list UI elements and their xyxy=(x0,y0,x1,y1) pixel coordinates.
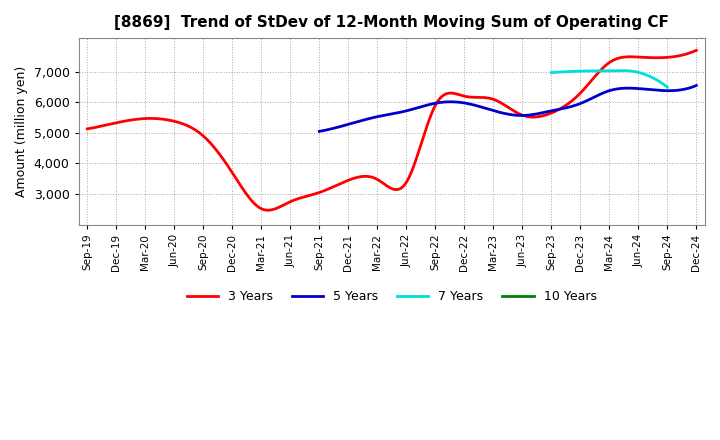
Title: [8869]  Trend of StDev of 12-Month Moving Sum of Operating CF: [8869] Trend of StDev of 12-Month Moving… xyxy=(114,15,669,30)
Y-axis label: Amount (million yen): Amount (million yen) xyxy=(15,66,28,197)
Legend: 3 Years, 5 Years, 7 Years, 10 Years: 3 Years, 5 Years, 7 Years, 10 Years xyxy=(182,285,601,308)
